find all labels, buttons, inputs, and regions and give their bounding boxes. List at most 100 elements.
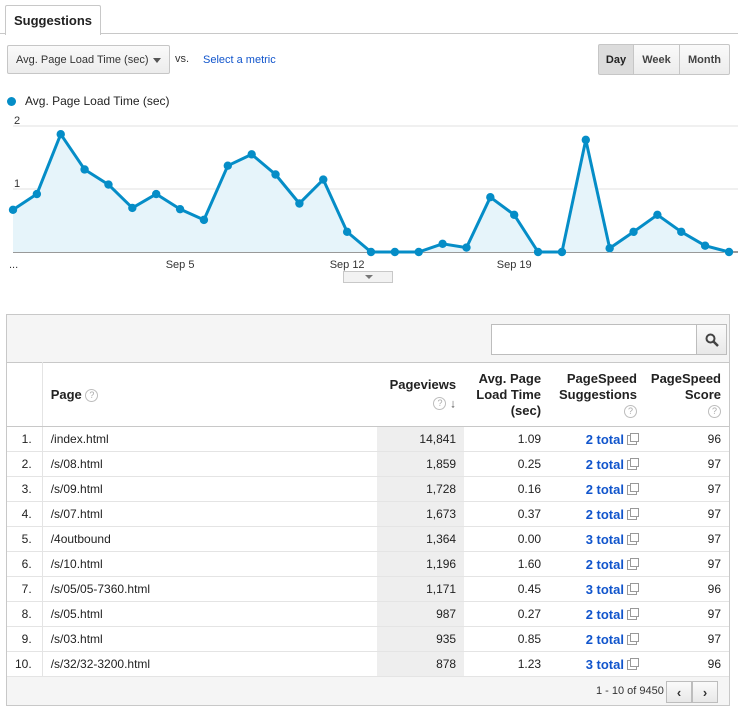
row-load-time: 0.85: [464, 626, 550, 652]
row-score: 97: [644, 626, 729, 652]
external-link-icon[interactable]: [626, 658, 639, 671]
row-page-link[interactable]: /s/09.html: [42, 476, 378, 502]
suggestions-link[interactable]: 2 total: [585, 556, 624, 572]
row-index: 2.: [7, 451, 43, 477]
prev-page-button[interactable]: ‹: [666, 681, 692, 703]
external-link-icon[interactable]: [626, 508, 639, 521]
data-point: [629, 227, 638, 237]
metric-dropdown[interactable]: Avg. Page Load Time (sec): [7, 45, 170, 74]
table-row: 5./4outbound 1,364 0.00 3 total 97: [7, 526, 729, 552]
tab-suggestions[interactable]: Suggestions: [5, 5, 101, 35]
row-page-link[interactable]: /s/08.html: [42, 451, 378, 477]
suggestions-link[interactable]: 2 total: [585, 456, 624, 472]
search-icon: [705, 333, 719, 347]
x-tick-label: Sep 12: [330, 259, 365, 271]
external-link-icon[interactable]: [626, 458, 639, 471]
row-pageviews: 1,196: [377, 551, 465, 577]
row-pageviews: 1,859: [377, 451, 465, 477]
legend-swatch: [7, 96, 16, 106]
search-button[interactable]: [696, 324, 727, 355]
row-page-link[interactable]: /s/05.html: [42, 601, 378, 627]
external-link-icon[interactable]: [626, 558, 639, 571]
row-load-time: 0.45: [464, 576, 550, 602]
row-suggestions: 3 total: [549, 576, 645, 602]
suggestions-link[interactable]: 3 total: [585, 656, 624, 672]
data-point: [390, 247, 400, 257]
row-index: 1.: [7, 426, 43, 452]
external-link-icon[interactable]: [626, 633, 639, 646]
row-pageviews: 935: [377, 626, 465, 652]
row-index: 3.: [7, 476, 43, 502]
question-icon[interactable]: ?: [85, 388, 99, 402]
tab-bar: Suggestions: [0, 0, 738, 35]
header-page[interactable]: Page ?: [42, 362, 378, 427]
next-page-button[interactable]: ›: [692, 681, 718, 703]
row-load-time: 0.37: [464, 501, 550, 527]
data-point: [295, 199, 304, 208]
suggestions-link[interactable]: 2 total: [585, 631, 624, 647]
row-pageviews: 1,171: [377, 576, 465, 602]
row-page-link[interactable]: /s/05/05-7360.html: [42, 576, 378, 602]
suggestions-link[interactable]: 3 total: [585, 581, 624, 597]
suggestions-link[interactable]: 2 total: [585, 506, 624, 522]
row-page-link[interactable]: /s/10.html: [42, 551, 378, 577]
x-tick-label: Sep 19: [497, 259, 532, 271]
table-row: 4./s/07.html 1,673 0.37 2 total 97: [7, 501, 729, 527]
y-tick-label: 2: [14, 115, 20, 127]
suggestions-link[interactable]: 3 total: [585, 531, 624, 547]
question-icon[interactable]: ?: [708, 404, 721, 418]
row-pageviews: 1,673: [377, 501, 465, 527]
row-index: 6.: [7, 551, 43, 577]
row-page-link[interactable]: /4outbound: [42, 526, 378, 552]
row-score: 96: [644, 651, 729, 677]
header-pagespeed-score[interactable]: PageSpeed Score ?: [644, 362, 729, 427]
external-link-icon[interactable]: [626, 583, 639, 596]
data-point: [462, 243, 471, 252]
row-score: 97: [644, 601, 729, 627]
select-metric-link[interactable]: Select a metric: [203, 54, 276, 66]
sort-down-icon[interactable]: ↓: [450, 396, 457, 411]
table-header-row: Page ? Pageviews ? ↓ Avg. Page Load Time…: [7, 362, 729, 427]
suggestions-link[interactable]: 2 total: [585, 431, 624, 447]
header-pageviews[interactable]: Pageviews ? ↓: [377, 362, 465, 427]
row-page-link[interactable]: /s/07.html: [42, 501, 378, 527]
table-search-input[interactable]: [491, 324, 697, 355]
row-score: 96: [644, 576, 729, 602]
x-tick-label: ...: [9, 259, 18, 271]
granularity-month-button[interactable]: Month: [679, 44, 730, 75]
granularity-day-button[interactable]: Day: [598, 44, 634, 75]
data-point: [700, 241, 710, 250]
external-link-icon[interactable]: [626, 608, 639, 621]
data-point: [438, 239, 447, 249]
row-page-link[interactable]: /s/32/32-3200.html: [42, 651, 378, 677]
suggestions-link[interactable]: 2 total: [585, 606, 624, 622]
row-index: 7.: [7, 576, 43, 602]
data-point: [653, 210, 662, 220]
chart-collapse-handle[interactable]: [343, 271, 393, 283]
row-index: 4.: [7, 501, 43, 527]
header-load-time[interactable]: Avg. Page Load Time (sec): [464, 362, 550, 427]
row-pageviews: 1,364: [377, 526, 465, 552]
data-point: [319, 175, 328, 184]
suggestions-link[interactable]: 2 total: [585, 481, 624, 497]
granularity-week-button[interactable]: Week: [633, 44, 680, 75]
data-point: [8, 205, 18, 214]
row-suggestions: 3 total: [549, 651, 645, 677]
row-score: 97: [644, 526, 729, 552]
header-pagespeed-suggestions[interactable]: PageSpeed Suggestions ?: [549, 362, 645, 427]
row-pageviews: 878: [377, 651, 465, 677]
external-link-icon[interactable]: [626, 483, 639, 496]
external-link-icon[interactable]: [626, 533, 639, 546]
question-icon[interactable]: ?: [433, 397, 447, 411]
row-score: 97: [644, 451, 729, 477]
data-point: [56, 129, 65, 139]
row-suggestions: 2 total: [549, 551, 645, 577]
row-suggestions: 2 total: [549, 601, 645, 627]
question-icon[interactable]: ?: [623, 404, 637, 418]
row-page-link[interactable]: /s/03.html: [42, 626, 378, 652]
row-page-link[interactable]: /index.html: [42, 426, 378, 452]
row-load-time: 1.09: [464, 426, 550, 452]
row-pageviews: 1,728: [377, 476, 465, 502]
header-load-time-label: Avg. Page Load Time (sec): [476, 370, 542, 418]
external-link-icon[interactable]: [626, 433, 639, 446]
